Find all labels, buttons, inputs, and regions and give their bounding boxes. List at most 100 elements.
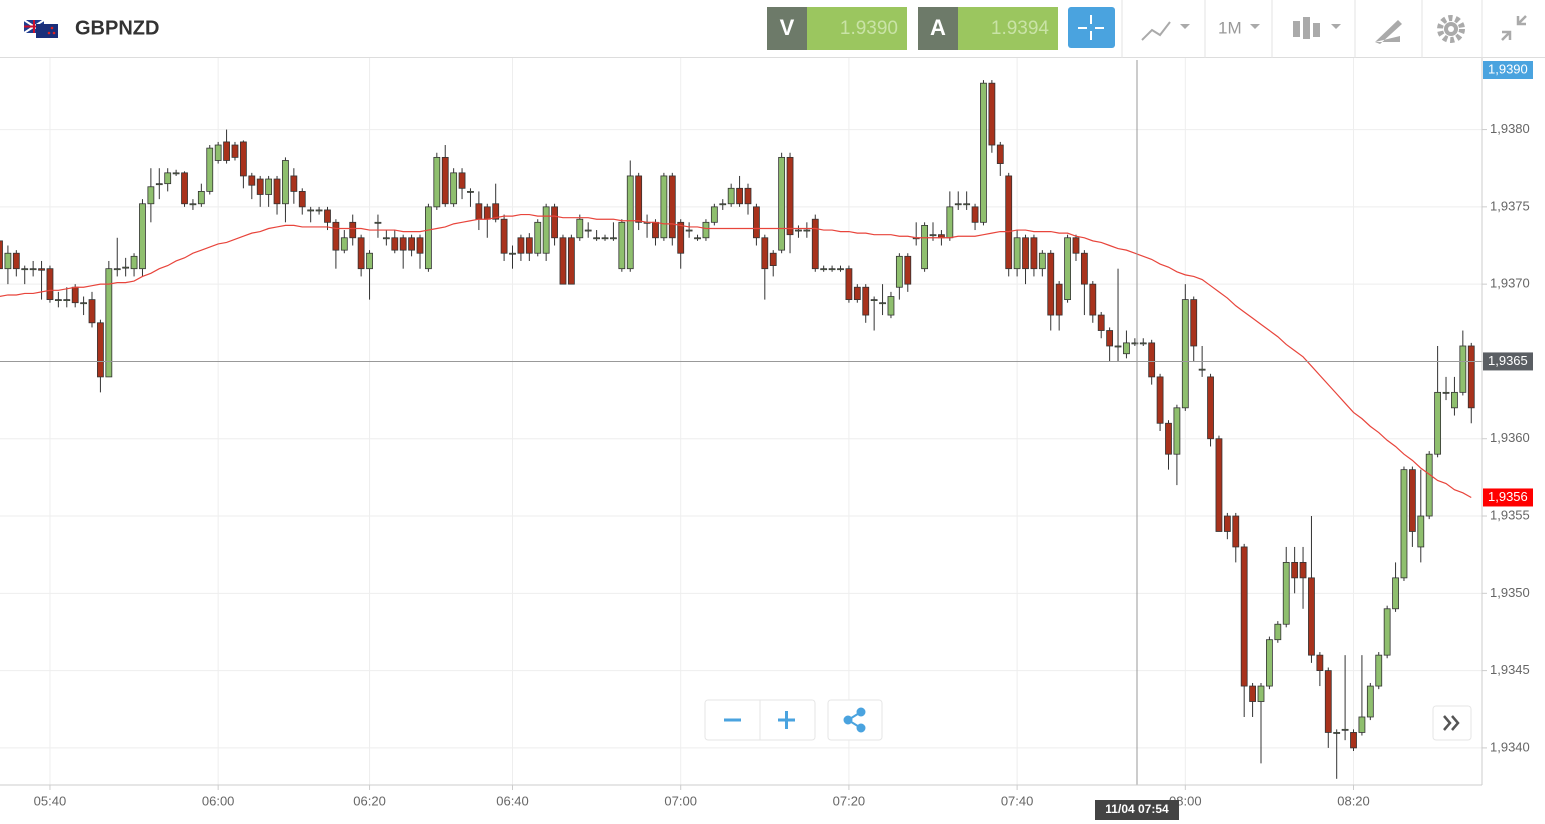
candle-body bbox=[509, 252, 516, 255]
candle-body bbox=[702, 221, 710, 239]
moving-average bbox=[0, 213, 1472, 498]
candle-body bbox=[12, 252, 20, 270]
sell-button[interactable]: V 1.9390 bbox=[767, 7, 907, 50]
timeframe-button[interactable]: 1M bbox=[1218, 18, 1260, 37]
candle-body bbox=[525, 237, 533, 254]
candle-body bbox=[1030, 237, 1038, 270]
candle-body bbox=[769, 252, 777, 266]
symbol: GBPNZD bbox=[75, 17, 159, 39]
candle-body bbox=[458, 172, 466, 189]
share-button[interactable] bbox=[843, 707, 866, 733]
y-tick-label: 1,9380 bbox=[1490, 121, 1530, 136]
candle-body bbox=[803, 229, 811, 232]
x-tick-label: 06:40 bbox=[496, 793, 529, 808]
candle-body bbox=[584, 229, 592, 232]
candle-body bbox=[172, 172, 180, 175]
candle-body bbox=[147, 186, 155, 205]
candle-body bbox=[1257, 685, 1265, 702]
candle-body bbox=[122, 266, 130, 269]
candle-body bbox=[97, 322, 104, 378]
candle-button[interactable] bbox=[1293, 17, 1341, 39]
fullscreen-button[interactable] bbox=[1501, 15, 1527, 41]
candle-body bbox=[887, 296, 895, 316]
candle-body bbox=[811, 218, 819, 270]
crosshair-y-box bbox=[1483, 352, 1533, 371]
candle-body bbox=[374, 221, 382, 224]
current-price-label: 1,9390 bbox=[1488, 61, 1528, 76]
candle-body bbox=[324, 209, 331, 223]
candle-body bbox=[946, 206, 954, 239]
candle-body bbox=[635, 175, 643, 223]
candle-body bbox=[1467, 345, 1475, 409]
candle-body bbox=[349, 221, 357, 239]
candle-body bbox=[744, 187, 752, 205]
x-tick-label: 07:40 bbox=[1001, 793, 1034, 808]
candle-body bbox=[559, 237, 567, 285]
candle-body bbox=[1148, 342, 1156, 378]
candle-body bbox=[845, 268, 853, 301]
crosshair-button[interactable] bbox=[1068, 7, 1115, 48]
buy-price: 1.9394 bbox=[991, 18, 1050, 39]
candle-body bbox=[105, 268, 113, 378]
candle-body bbox=[500, 218, 508, 254]
candle-body bbox=[1064, 237, 1071, 301]
candle-body bbox=[1366, 685, 1374, 718]
candle-body bbox=[1139, 342, 1147, 345]
candle-body bbox=[265, 178, 273, 195]
candle-body bbox=[685, 229, 693, 232]
candle-body bbox=[408, 237, 415, 251]
ma-label-box bbox=[1483, 488, 1533, 507]
candle-body bbox=[786, 156, 794, 236]
candle-body bbox=[282, 160, 289, 205]
candle-body bbox=[71, 286, 79, 304]
candle-body bbox=[492, 203, 500, 220]
candle-body bbox=[870, 299, 878, 302]
current-price-box bbox=[1483, 61, 1533, 79]
candle-body bbox=[164, 172, 172, 185]
candle-body bbox=[382, 237, 390, 240]
axes: 1,9340 1,9345 1,9350 1,9355 1,9360 1,9365 1,93… bbox=[34, 61, 1533, 820]
candle-body bbox=[795, 229, 802, 232]
buy-button[interactable]: A 1.9394 bbox=[918, 7, 1058, 50]
candle-body bbox=[1123, 342, 1130, 355]
candle-body bbox=[1055, 283, 1063, 316]
candle-body bbox=[1106, 330, 1114, 347]
candle-body bbox=[694, 237, 701, 240]
candle-body bbox=[1215, 438, 1223, 532]
candle-body bbox=[1072, 237, 1080, 254]
zoom-in[interactable] bbox=[778, 711, 795, 729]
candle-body bbox=[433, 156, 441, 208]
settings-button[interactable] bbox=[1437, 15, 1465, 43]
candle-body bbox=[1232, 515, 1240, 548]
candle-body bbox=[1333, 732, 1341, 734]
candle-body bbox=[710, 206, 718, 223]
y-tick-label: 1,9360 bbox=[1490, 430, 1530, 445]
candle-body bbox=[921, 225, 928, 270]
y-tick-label: 1,9350 bbox=[1490, 585, 1530, 600]
y-tick-label: 1,9340 bbox=[1490, 739, 1530, 754]
candle-body bbox=[425, 206, 432, 270]
candle-body bbox=[517, 237, 525, 254]
x-tick-label: 07:00 bbox=[664, 793, 697, 808]
candle-body bbox=[1156, 376, 1164, 424]
draw-button[interactable] bbox=[1375, 20, 1402, 44]
candle-body bbox=[1375, 654, 1383, 687]
candle-body bbox=[1274, 623, 1282, 641]
candle-body bbox=[1249, 685, 1256, 702]
scroll-end[interactable] bbox=[1443, 715, 1460, 731]
candle-body bbox=[1442, 391, 1450, 394]
chart-type-button[interactable] bbox=[1141, 21, 1190, 41]
candle-body bbox=[1392, 577, 1399, 610]
candle-body bbox=[668, 175, 676, 239]
candle-body bbox=[1240, 546, 1248, 687]
candle-body bbox=[1080, 252, 1088, 285]
candle-body bbox=[189, 203, 197, 206]
candle-body bbox=[399, 237, 407, 251]
flag bbox=[23, 19, 58, 38]
candle-body bbox=[837, 268, 844, 271]
candle-body bbox=[315, 209, 323, 212]
candle-body bbox=[450, 172, 458, 205]
candle-body bbox=[601, 237, 609, 240]
candle-body bbox=[248, 175, 256, 186]
candle-body bbox=[1198, 368, 1206, 371]
